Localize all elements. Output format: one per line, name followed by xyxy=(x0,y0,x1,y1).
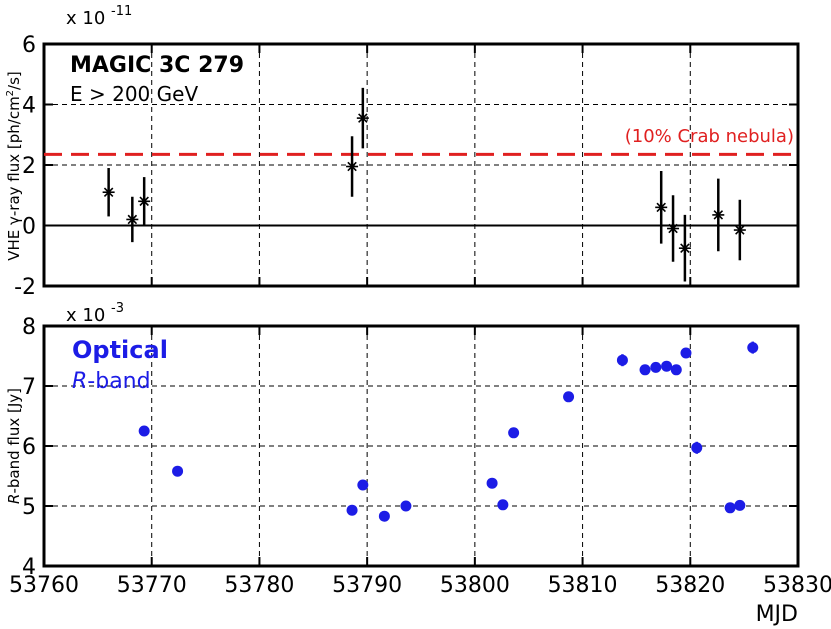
data-point-circle xyxy=(400,500,412,512)
data-point-circle xyxy=(616,354,628,366)
top-exponent-label: x 10 -11 xyxy=(66,4,132,29)
data-point-circle xyxy=(138,425,150,437)
x-tick-label: 53820 xyxy=(655,573,725,598)
top-annotation-energy: E > 200 GeV xyxy=(70,82,198,106)
x-tick-label: 53770 xyxy=(117,573,187,598)
x-tick-label: 53760 xyxy=(9,573,79,598)
data-point-circle xyxy=(680,347,692,359)
top-data-points xyxy=(102,87,746,282)
bottom-xlabel: MJD xyxy=(756,602,798,627)
bottom-data-points xyxy=(138,341,759,522)
y-tick-label: 6 xyxy=(22,33,36,58)
y-tick-label: 2 xyxy=(22,154,36,179)
bottom-grid xyxy=(44,326,798,566)
data-point-star xyxy=(102,187,115,197)
data-point-star xyxy=(667,223,680,234)
x-tick-label: 53780 xyxy=(224,573,294,598)
y-tick-label: 0 xyxy=(22,215,36,240)
data-point-circle xyxy=(486,477,498,489)
top-panel: (10% Crab nebula) MAGIC 3C 279 E > 200 G… xyxy=(5,4,800,300)
data-point-star xyxy=(733,225,746,235)
data-point-circle xyxy=(378,510,390,522)
bottom-exponent-label: x 10 -3 xyxy=(66,301,124,326)
data-point-circle xyxy=(661,360,673,372)
bottom-xtick-labels: 53760 53770 53780 53790 53800 53810 53820 53830 xyxy=(9,573,831,598)
data-point-circle xyxy=(508,427,520,439)
y-tick-label: 7 xyxy=(22,375,36,400)
y-tick-label: 5 xyxy=(22,495,36,520)
x-tick-label: 53830 xyxy=(763,573,831,598)
data-point-circle xyxy=(650,361,662,373)
x-tick-label: 53810 xyxy=(548,573,618,598)
data-point-star xyxy=(712,210,725,220)
data-point-circle xyxy=(172,465,184,477)
bottom-ytick-labels: 4 5 6 7 8 xyxy=(22,315,36,580)
data-point-circle xyxy=(639,364,651,376)
bottom-annotation-band: R-band xyxy=(72,369,151,394)
data-point-star xyxy=(356,113,369,123)
data-point-circle xyxy=(670,364,682,376)
y-tick-label: 4 xyxy=(22,555,36,580)
data-point-star xyxy=(655,202,668,213)
data-point-circle xyxy=(346,504,358,516)
data-point-circle xyxy=(734,499,746,511)
data-point-circle xyxy=(563,391,575,403)
y-tick-label: 8 xyxy=(22,315,36,340)
data-point-circle xyxy=(497,499,509,511)
data-point-star xyxy=(138,196,151,207)
bottom-annotation-optical: Optical xyxy=(72,336,168,364)
data-point-circle xyxy=(724,502,736,514)
x-tick-label: 53790 xyxy=(332,573,402,598)
crab-reference-label: (10% Crab nebula) xyxy=(625,126,794,147)
x-tick-label: 53800 xyxy=(440,573,510,598)
bottom-ylabel: R-band flux [Jy] xyxy=(5,388,23,504)
data-point-circle xyxy=(747,342,759,354)
top-ytick-labels: -2 0 2 4 6 xyxy=(14,33,36,300)
y-tick-label: 4 xyxy=(22,94,36,119)
data-point-circle xyxy=(691,442,703,454)
top-grid xyxy=(44,44,798,286)
top-ylabel: VHE γ-ray flux [ph/cm2/s] xyxy=(5,71,23,261)
data-point-star xyxy=(346,161,359,172)
y-tick-label: 6 xyxy=(22,435,36,460)
bottom-ticks xyxy=(43,325,799,567)
top-annotation-source: MAGIC 3C 279 xyxy=(70,53,244,78)
y-tick-label: -2 xyxy=(14,275,36,300)
data-point-star xyxy=(126,214,139,225)
data-point-star xyxy=(678,243,691,253)
data-point-circle xyxy=(357,479,369,491)
